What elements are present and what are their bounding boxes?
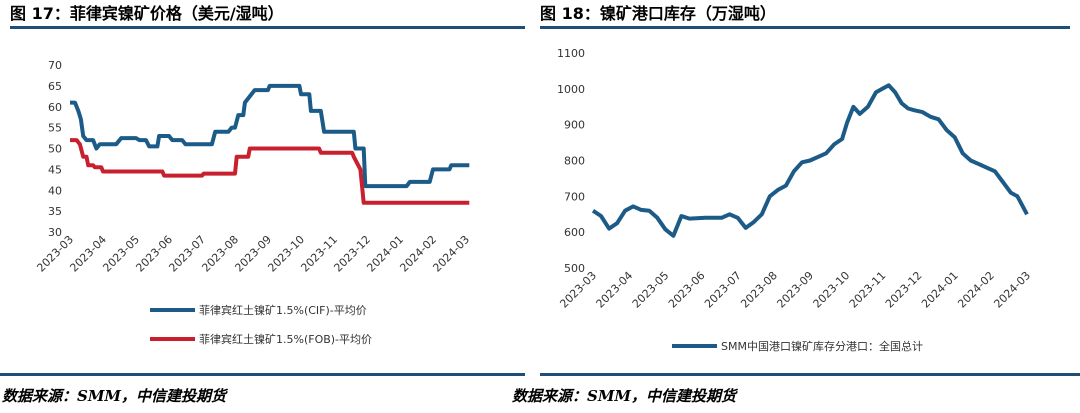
y-tick-label: 800 xyxy=(564,155,585,168)
x-tick-label: 2023-10 xyxy=(811,269,853,311)
legend-label: SMM中国港口镍矿库存分港口：全国总计 xyxy=(721,339,923,353)
x-tick-label: 2023-09 xyxy=(774,269,816,311)
y-tick-label: 45 xyxy=(48,163,62,176)
y-tick-label: 60 xyxy=(48,101,62,114)
legend-label: 菲律宾红土镍矿1.5%(CIF)-平均价 xyxy=(199,303,367,317)
right-source-note: 数据来源：SMM，中信建投期货 xyxy=(512,387,737,405)
x-tick-label: 2023-06 xyxy=(666,269,708,311)
x-tick-label: 2023-04 xyxy=(594,269,636,311)
x-tick-label: 2023-08 xyxy=(738,269,780,311)
x-tick-label: 2023-07 xyxy=(702,269,744,311)
y-tick-label: 500 xyxy=(564,262,585,275)
y-tick-label: 30 xyxy=(48,226,62,239)
legend-label: 菲律宾红土镍矿1.5%(FOB)-平均价 xyxy=(199,332,372,346)
left-bottom-rule xyxy=(0,373,525,376)
series-line xyxy=(70,83,470,189)
left-source-note: 数据来源：SMM，中信建投期货 xyxy=(2,387,227,405)
left-title-rule xyxy=(10,26,525,29)
x-tick-label: 2023-05 xyxy=(630,269,672,311)
y-tick-label: 50 xyxy=(48,143,62,156)
y-tick-label: 700 xyxy=(564,190,585,203)
y-tick-label: 900 xyxy=(564,119,585,132)
y-tick-label: 70 xyxy=(48,59,62,72)
series-line xyxy=(70,138,470,205)
y-tick-label: 1100 xyxy=(557,47,585,60)
right-figure-title: 图 18：镍矿港口库存（万湿吨） xyxy=(540,4,776,23)
x-tick-label: 2023-11 xyxy=(847,269,889,311)
right-chart: 500600700800900100011002023-032023-04202… xyxy=(557,47,1033,353)
right-bottom-rule xyxy=(540,373,1080,376)
right-title-rule xyxy=(540,26,1070,29)
left-chart: 3035404550556065702023-032023-042023-052… xyxy=(34,59,472,346)
y-tick-label: 55 xyxy=(48,122,62,135)
x-tick-label: 2024-02 xyxy=(955,269,997,311)
y-tick-label: 1000 xyxy=(557,83,585,96)
y-tick-label: 600 xyxy=(564,226,585,239)
series-line xyxy=(591,83,1029,238)
x-tick-label: 2024-01 xyxy=(919,269,961,311)
x-tick-label: 2023-03 xyxy=(557,269,599,311)
x-tick-label: 2023-12 xyxy=(883,269,925,311)
y-tick-label: 40 xyxy=(48,184,62,197)
y-tick-label: 65 xyxy=(48,80,62,93)
left-figure-title: 图 17：菲律宾镍矿价格（美元/湿吨） xyxy=(10,4,284,23)
y-tick-label: 35 xyxy=(48,205,62,218)
x-tick-label: 2024-03 xyxy=(991,269,1033,311)
